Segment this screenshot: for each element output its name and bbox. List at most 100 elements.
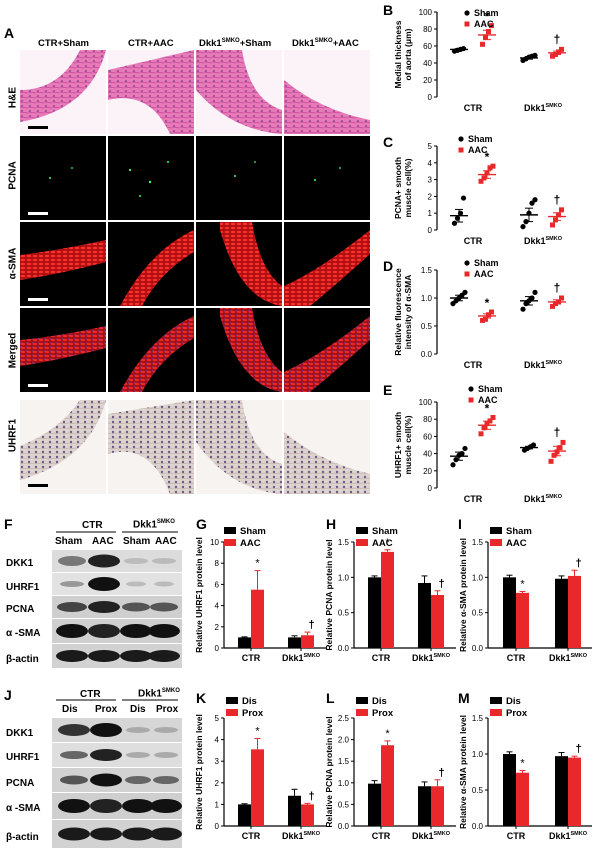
chart-m-bar-dis-1 <box>555 756 568 826</box>
chart-k-legend-label-1: Prox <box>242 708 264 719</box>
chart-m-xlabel-0: CTR <box>507 831 526 841</box>
chart-b-annotation-star: * <box>485 10 490 24</box>
panel-label-g: G <box>196 516 207 532</box>
chart-c-xlabel-1: Dkk1SMKO <box>524 236 563 246</box>
wb-bottom-strip-bactin <box>52 820 182 848</box>
chart-b-point-aac-1-2 <box>556 49 561 55</box>
chart-k-legend-label-0: Dis <box>242 696 257 707</box>
chart-l-bar-prox-1 <box>431 786 444 826</box>
chart-l-ytick-label-1: 0.5 <box>338 800 350 809</box>
chart-c-ytick-label-0: 0 <box>428 226 433 235</box>
chart-e-ytick-label-0: 0 <box>428 484 433 493</box>
chart-k-annotation-star: * <box>255 726 260 738</box>
wb-bottom-group2: Dkk1SMKO <box>138 688 180 700</box>
chart-g-ytick-label-2: 4 <box>215 602 220 611</box>
chart-l-bar-prox-0 <box>381 745 394 826</box>
chart-h-legend-label-0: Sham <box>372 526 398 537</box>
chart-h-ytick-label-2: 1.0 <box>338 573 350 582</box>
chart-i-legend-label-1: AAC <box>506 538 527 549</box>
wb-top-label-bactin: β-actin <box>6 654 39 665</box>
chart-m-legend-label-1: Prox <box>506 708 528 719</box>
chart-c-point-aac-1-2 <box>556 212 561 218</box>
chart-c-ylabel: PCNA+ smoothmuscle cell(%) <box>393 157 413 219</box>
chart-c-ytick-label-4: 4 <box>428 159 433 168</box>
chart-g-bar-sham-1 <box>288 637 301 648</box>
chart-i-ylabel: Relative α-SMA protein level <box>458 538 468 652</box>
chart-b-point-aac-0-3 <box>489 23 494 29</box>
chart-b-legend-marker-1 <box>464 21 470 27</box>
chart-e-ytick-label-5: 100 <box>419 398 433 407</box>
chart-l-xlabel-0: CTR <box>372 831 391 841</box>
wb-bottom-group1: CTR <box>80 689 101 700</box>
wb-bottom-label-asma: α -SMA <box>6 803 41 814</box>
chart-d-point-aac-0-3 <box>489 309 494 315</box>
chart-g-annotation-dagger: † <box>308 619 314 631</box>
chart-e-point-sham-0-1 <box>453 457 459 463</box>
wb-bottom-strip-dkk1 <box>52 718 182 742</box>
chart-e-xlabel-1: Dkk1SMKO <box>524 494 563 504</box>
chart-i-bar-sham-0 <box>503 577 516 648</box>
chart-m-ytick-label-2: 1.0 <box>472 750 484 759</box>
chart-b-ytick-label-1: 20 <box>423 76 432 85</box>
chart-d-annotation-star: * <box>485 296 490 310</box>
chart-d-ytick-label-0: 0.0 <box>421 350 433 359</box>
chart-k-xlabel-1: Dkk1SMKO <box>282 831 321 841</box>
micro-row-label-he: H&E <box>7 86 19 109</box>
chart-m-ytick-label-1: 0.5 <box>472 786 484 795</box>
chart-c-annotation-dagger: † <box>554 193 561 207</box>
chart-h-bar-sham-1 <box>418 582 431 648</box>
chart-h-legend-swatch-1 <box>356 539 368 546</box>
chart-e-point-aac-1-0 <box>548 458 554 464</box>
chart-b: 0 20 40 60 80 100 Medial thicknessof aorta (μm… <box>393 8 566 113</box>
chart-c-xlabel-0: CTR <box>464 236 483 246</box>
chart-c-annotation-star: * <box>485 150 490 164</box>
chart-k-ytick-label-0: 0 <box>215 822 220 831</box>
panel-label-a: A <box>4 25 15 41</box>
chart-k-legend-swatch-0 <box>226 697 238 704</box>
chart-c-point-aac-0-4 <box>490 163 496 169</box>
chart-b-ytick-label-0: 0 <box>428 93 433 102</box>
wb-top-label-pcna: PCNA <box>6 604 35 615</box>
chart-l: 0.0 0.5 1.0 1.5 2.0 2.5 Relative PCNA protein … <box>326 696 456 841</box>
chart-k-bar-prox-0 <box>251 749 264 826</box>
chart-k-xlabel-0: CTR <box>242 831 261 841</box>
wb-bottom-label-bactin: β-actin <box>6 832 39 843</box>
chart-g-bar-aac-1 <box>301 635 314 648</box>
wb-bottom-label-dkk1: DKK1 <box>6 728 34 739</box>
chart-l-legend-swatch-1 <box>356 709 368 716</box>
chart-d-ylabel: Relative fluorescenceintensity of α-SMA <box>393 268 413 356</box>
chart-h-bar-aac-1 <box>431 595 444 648</box>
chart-k-ytick-label-1: 1 <box>215 800 220 809</box>
wb-top-group2: Dkk1SMKO <box>133 519 175 531</box>
chart-k: 0 1 2 3 4 5 Relative UHRF1 protein level CTR Dkk… <box>196 696 326 841</box>
chart-g-ytick-label-4: 8 <box>215 559 220 568</box>
chart-i-annotation-star: * <box>520 578 525 590</box>
panel-label-m: M <box>458 690 470 706</box>
chart-h-legend-swatch-0 <box>356 527 368 534</box>
chart-b-legend-marker-0 <box>464 10 470 16</box>
wb-bottom-lane-4: Prox <box>156 704 179 715</box>
chart-c-point-sham-1-0 <box>520 224 526 230</box>
chart-m-bar-prox-1 <box>568 757 581 826</box>
chart-g-xlabel-0: CTR <box>242 653 261 663</box>
wb-top-strip-dkk1 <box>52 550 182 572</box>
micro-row-pcna <box>20 136 370 220</box>
chart-e-point-aac-0-1 <box>481 425 487 431</box>
chart-l-legend-label-0: Dis <box>372 696 387 707</box>
chart-e-point-aac-1-4 <box>560 439 566 445</box>
wb-top-strip-uhrf1 <box>52 573 182 595</box>
chart-e-legend-marker-0 <box>468 386 474 392</box>
wb-top-lane-2: AAC <box>92 536 114 547</box>
chart-h-ytick-label-0: 0.0 <box>338 644 350 653</box>
chart-h-ytick-label-3: 1.5 <box>338 538 350 547</box>
chart-d-point-aac-0-2 <box>486 312 491 318</box>
micro-row-label-pcna: PCNA <box>7 161 19 190</box>
chart-l-ytick-label-3: 1.5 <box>338 757 350 766</box>
chart-h-ylabel: Relative PCNA protein level <box>326 539 334 650</box>
chart-m-ylabel: Relative α-SMA protein level <box>458 715 468 829</box>
chart-k-legend-swatch-1 <box>226 709 238 716</box>
chart-l-legend-label-1: Prox <box>372 708 394 719</box>
chart-m-ytick-label-3: 1.5 <box>472 714 484 723</box>
chart-e-annotation-dagger: † <box>554 425 561 439</box>
wb-bottom-strip-uhrf1 <box>52 743 182 767</box>
